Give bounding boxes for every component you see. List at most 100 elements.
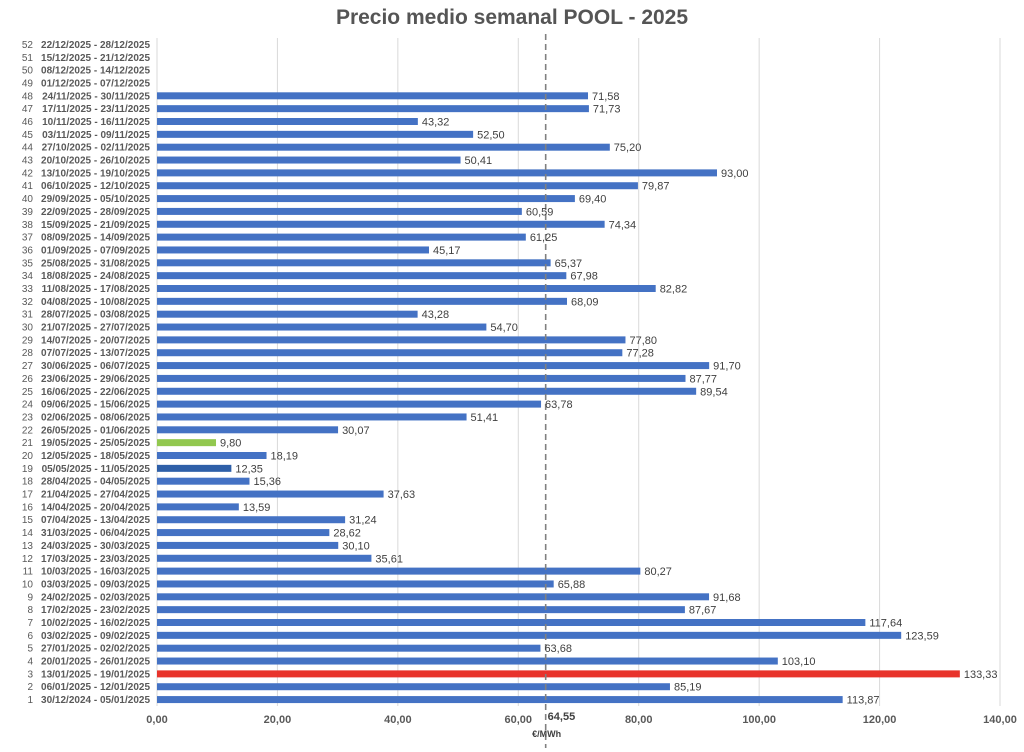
data-label: 18,19 xyxy=(271,451,299,463)
data-label: 37,63 xyxy=(388,489,416,501)
data-label: 63,78 xyxy=(545,399,573,411)
bar-week-28 xyxy=(157,349,623,357)
bar-week-13 xyxy=(157,541,339,549)
week-dates-label: 21/07/2025 - 27/07/2025 xyxy=(41,323,150,334)
data-label: 13,59 xyxy=(243,502,271,514)
week-number-label: 8 xyxy=(27,605,33,616)
week-number-label: 48 xyxy=(22,91,34,102)
week-dates-label: 09/06/2025 - 15/06/2025 xyxy=(41,400,150,411)
bar-week-35 xyxy=(157,259,551,267)
week-dates-label: 28/04/2025 - 04/05/2025 xyxy=(41,477,150,488)
data-label: 50,41 xyxy=(465,155,493,167)
week-number-label: 21 xyxy=(22,438,34,449)
week-dates-label: 03/11/2025 - 09/11/2025 xyxy=(42,130,150,141)
week-number-label: 10 xyxy=(22,579,34,590)
bar-week-18 xyxy=(157,477,250,485)
week-number-label: 23 xyxy=(22,412,34,423)
data-label: 43,28 xyxy=(422,309,450,321)
bar-week-44 xyxy=(157,143,610,151)
week-dates-label: 30/12/2024 - 05/01/2025 xyxy=(41,695,150,706)
label-layer: 0,00 20,00 40,00 60,00 80,00 100,00 120,00 140,… xyxy=(22,40,1017,739)
data-label: 28,62 xyxy=(333,528,361,540)
week-dates-label: 29/09/2025 - 05/10/2025 xyxy=(41,194,150,205)
data-label: 54,70 xyxy=(490,322,518,334)
data-label: 63,68 xyxy=(544,643,572,655)
bar-week-24 xyxy=(157,400,542,408)
week-number-label: 37 xyxy=(22,233,34,244)
week-number-label: 4 xyxy=(27,657,33,668)
week-number-label: 2 xyxy=(27,682,33,693)
data-label: 30,07 xyxy=(342,425,370,437)
bar-week-17 xyxy=(157,490,384,498)
week-number-label: 32 xyxy=(22,297,34,308)
data-label: 77,28 xyxy=(626,348,654,360)
week-dates-label: 20/10/2025 - 26/10/2025 xyxy=(41,156,150,167)
week-dates-label: 16/06/2025 - 22/06/2025 xyxy=(41,387,150,398)
week-number-label: 47 xyxy=(22,104,34,115)
bar-week-1 xyxy=(157,696,843,704)
bar-week-30 xyxy=(157,323,487,331)
week-dates-label: 08/09/2025 - 14/09/2025 xyxy=(41,233,150,244)
week-number-label: 7 xyxy=(27,618,33,629)
week-number-label: 42 xyxy=(22,168,34,179)
data-label: 91,68 xyxy=(713,592,741,604)
week-number-label: 43 xyxy=(22,156,34,167)
week-number-label: 12 xyxy=(22,554,34,565)
data-label: 35,61 xyxy=(375,553,403,565)
week-dates-label: 26/05/2025 - 01/06/2025 xyxy=(41,425,150,436)
week-number-label: 46 xyxy=(22,117,34,128)
bar-week-33 xyxy=(157,285,656,292)
bar-week-9 xyxy=(157,593,710,601)
bar-week-11 xyxy=(157,567,641,575)
bar-week-39 xyxy=(157,207,522,215)
week-dates-label: 17/02/2025 - 23/02/2025 xyxy=(41,605,150,616)
week-dates-label: 03/03/2025 - 09/03/2025 xyxy=(41,579,150,590)
week-dates-label: 15/12/2025 - 21/12/2025 xyxy=(41,53,150,64)
data-label: 65,88 xyxy=(558,579,586,591)
data-label: 87,67 xyxy=(689,605,717,617)
data-label: 103,10 xyxy=(782,656,816,668)
week-dates-label: 31/03/2025 - 06/04/2025 xyxy=(41,528,150,539)
bar-week-12 xyxy=(157,554,372,562)
week-dates-label: 08/12/2025 - 14/12/2025 xyxy=(41,66,150,77)
week-number-label: 26 xyxy=(22,374,34,385)
x-tick-label: 40,00 xyxy=(384,714,412,726)
bar-week-46 xyxy=(157,118,418,125)
week-dates-label: 24/11/2025 - 30/11/2025 xyxy=(42,91,150,102)
week-dates-label: 27/10/2025 - 02/11/2025 xyxy=(42,143,151,154)
data-label: 9,80 xyxy=(220,438,241,450)
week-number-label: 20 xyxy=(22,451,34,462)
week-number-label: 24 xyxy=(22,400,34,411)
week-number-label: 16 xyxy=(22,502,34,513)
data-label: 71,58 xyxy=(592,91,620,103)
week-number-label: 13 xyxy=(22,541,34,552)
bar-week-22 xyxy=(157,426,339,434)
week-number-label: 14 xyxy=(22,528,34,539)
data-label: 69,40 xyxy=(579,194,607,206)
week-number-label: 39 xyxy=(22,207,34,218)
week-number-label: 3 xyxy=(27,669,33,680)
data-label: 74,34 xyxy=(609,219,637,231)
data-label: 31,24 xyxy=(349,515,377,527)
data-label: 45,17 xyxy=(433,245,461,257)
data-label: 91,70 xyxy=(713,361,741,373)
data-label: 68,09 xyxy=(571,296,599,308)
week-number-label: 15 xyxy=(22,515,34,526)
week-dates-label: 03/02/2025 - 09/02/2025 xyxy=(41,631,150,642)
x-tick-label: 100,00 xyxy=(742,714,776,726)
bar-week-4 xyxy=(157,657,778,665)
x-tick-label: 0,00 xyxy=(146,714,167,726)
week-number-label: 11 xyxy=(23,567,34,578)
bar-week-31 xyxy=(157,310,418,318)
week-dates-label: 05/05/2025 - 11/05/2025 xyxy=(42,464,151,475)
week-dates-label: 20/01/2025 - 26/01/2025 xyxy=(41,657,150,668)
x-tick-label: 140,00 xyxy=(983,714,1017,726)
week-dates-label: 07/04/2025 - 13/04/2025 xyxy=(41,515,150,526)
week-dates-label: 22/09/2025 - 28/09/2025 xyxy=(41,207,150,218)
bar-week-40 xyxy=(157,195,575,203)
data-label: 77,80 xyxy=(629,335,657,347)
week-dates-label: 06/10/2025 - 12/10/2025 xyxy=(41,181,150,192)
week-dates-label: 14/07/2025 - 20/07/2025 xyxy=(41,335,150,346)
bar-week-38 xyxy=(157,220,605,228)
